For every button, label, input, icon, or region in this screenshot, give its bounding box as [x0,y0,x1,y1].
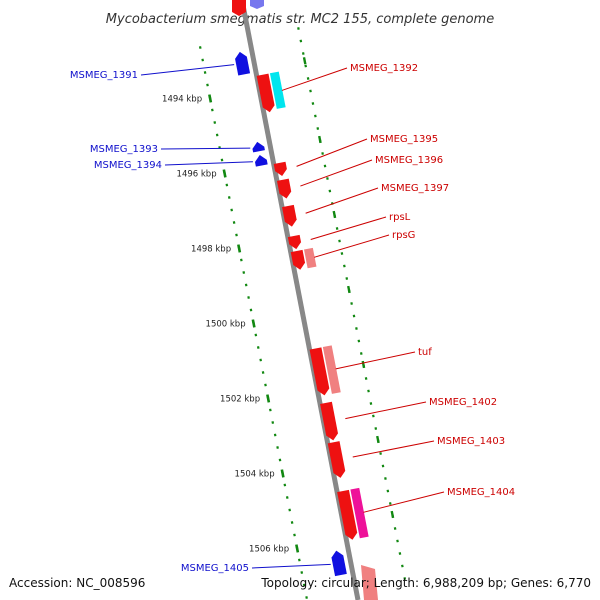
ring-dash [376,435,380,444]
gene-leader-line [281,67,348,91]
gene-arrow-partial [250,0,264,9]
gene-leader-line [296,138,368,167]
kbp-tick-mark [222,169,227,178]
gene-leader-line [300,159,373,187]
gene-leader-line [314,234,390,258]
gene-arrow-msmeg-1395[interactable] [273,161,287,176]
kbp-tick-mark [237,244,242,253]
gene-label[interactable]: rpsL [389,212,411,223]
gene-arrow-partial [361,565,378,600]
kbp-tick-label: 1498 kbp [191,244,231,254]
gene-leader-line [305,187,379,214]
gene-label[interactable]: MSMEG_1394 [94,160,162,171]
kbp-ticks: 1494 kbp 1496 kbp 1498 kbp 1500 kbp 1502 kbp… [162,94,300,554]
dotted-ring-outer [297,27,407,580]
gene-arrow-msmeg-1405[interactable] [331,550,347,577]
gene-leader-line [345,401,427,420]
gene-arrow-msmeg-1392[interactable] [256,73,275,113]
gene-leader-line [335,351,416,370]
feature-block [303,247,317,269]
gene-label[interactable]: tuf [418,347,432,358]
ring-dash [390,510,395,519]
kbp-tick-mark [280,469,285,478]
gene-arrow-msmeg-1396[interactable] [276,178,292,199]
gene-arrow-msmeg-1394[interactable] [254,155,268,167]
feature-block [322,345,341,394]
gene-leader-line [352,440,435,458]
gene-arrow-msmeg-1397[interactable] [282,204,297,227]
kbp-tick-label: 1506 kbp [249,544,289,554]
feature-block [269,71,286,109]
gene-label[interactable]: MSMEG_1402 [429,397,497,408]
gene-arrow-msmeg-1391[interactable] [235,51,251,76]
gene-leader-line [251,563,331,569]
kbp-tick-mark [266,394,271,403]
gene-leader-line [310,216,387,240]
ring-dash [318,135,322,144]
gene-arrow-rpsg[interactable] [290,249,306,270]
kbp-tick-label: 1502 kbp [220,394,260,404]
gene-arrow-msmeg-1404[interactable] [337,489,358,540]
kbp-tick-label: 1500 kbp [206,319,246,329]
gene-arrow-rpsl[interactable] [287,234,302,250]
gene-leader-line [160,147,251,150]
gene-label[interactable]: MSMEG_1395 [370,134,438,145]
gene-label[interactable]: MSMEG_1393 [90,144,158,155]
genome-summary-text: Topology: circular; Length: 6,988,209 bp… [260,576,591,590]
gene-label[interactable]: MSMEG_1404 [447,487,515,498]
gene-labels: MSMEG_1391 MSMEG_1392 MSMEG_1393 MSMEG_1394… [70,63,515,574]
gene-arrow-msmeg-1403[interactable] [327,441,346,478]
gene-track [232,0,378,600]
gene-arrow-msmeg-1393[interactable] [252,141,265,153]
gene-label[interactable]: MSMEG_1396 [375,155,443,166]
gene-label[interactable]: MSMEG_1397 [381,183,449,194]
ring-dash [302,57,307,65]
gene-leader-line [363,491,445,513]
accession-text: Accession: NC_008596 [9,576,145,590]
kbp-tick-mark [208,94,213,103]
kbp-tick-label: 1496 kbp [177,169,217,179]
gene-arrow-msmeg-1402[interactable] [320,401,338,441]
gene-arrow-tuf[interactable] [309,347,330,396]
gene-leader-line [164,161,253,166]
gene-label[interactable]: MSMEG_1405 [181,563,249,574]
feature-block [350,487,369,539]
gene-label[interactable]: MSMEG_1391 [70,70,138,81]
ring-dash [347,285,351,294]
gene-leader-line [140,64,235,76]
gene-label[interactable]: MSMEG_1392 [350,63,418,74]
gene-arrow-partial [232,0,246,16]
ring-dash [361,360,366,369]
kbp-tick-mark [251,319,256,328]
map-title: Mycobacterium smegmatis str. MC2 155, co… [106,12,494,27]
feature-track [269,71,369,539]
gene-label[interactable]: MSMEG_1403 [437,436,505,447]
ring-dash [332,210,337,219]
kbp-tick-label: 1504 kbp [235,469,275,479]
kbp-tick-label: 1494 kbp [162,94,202,104]
kbp-tick-mark [295,544,300,553]
gene-label[interactable]: rpsG [392,230,415,241]
